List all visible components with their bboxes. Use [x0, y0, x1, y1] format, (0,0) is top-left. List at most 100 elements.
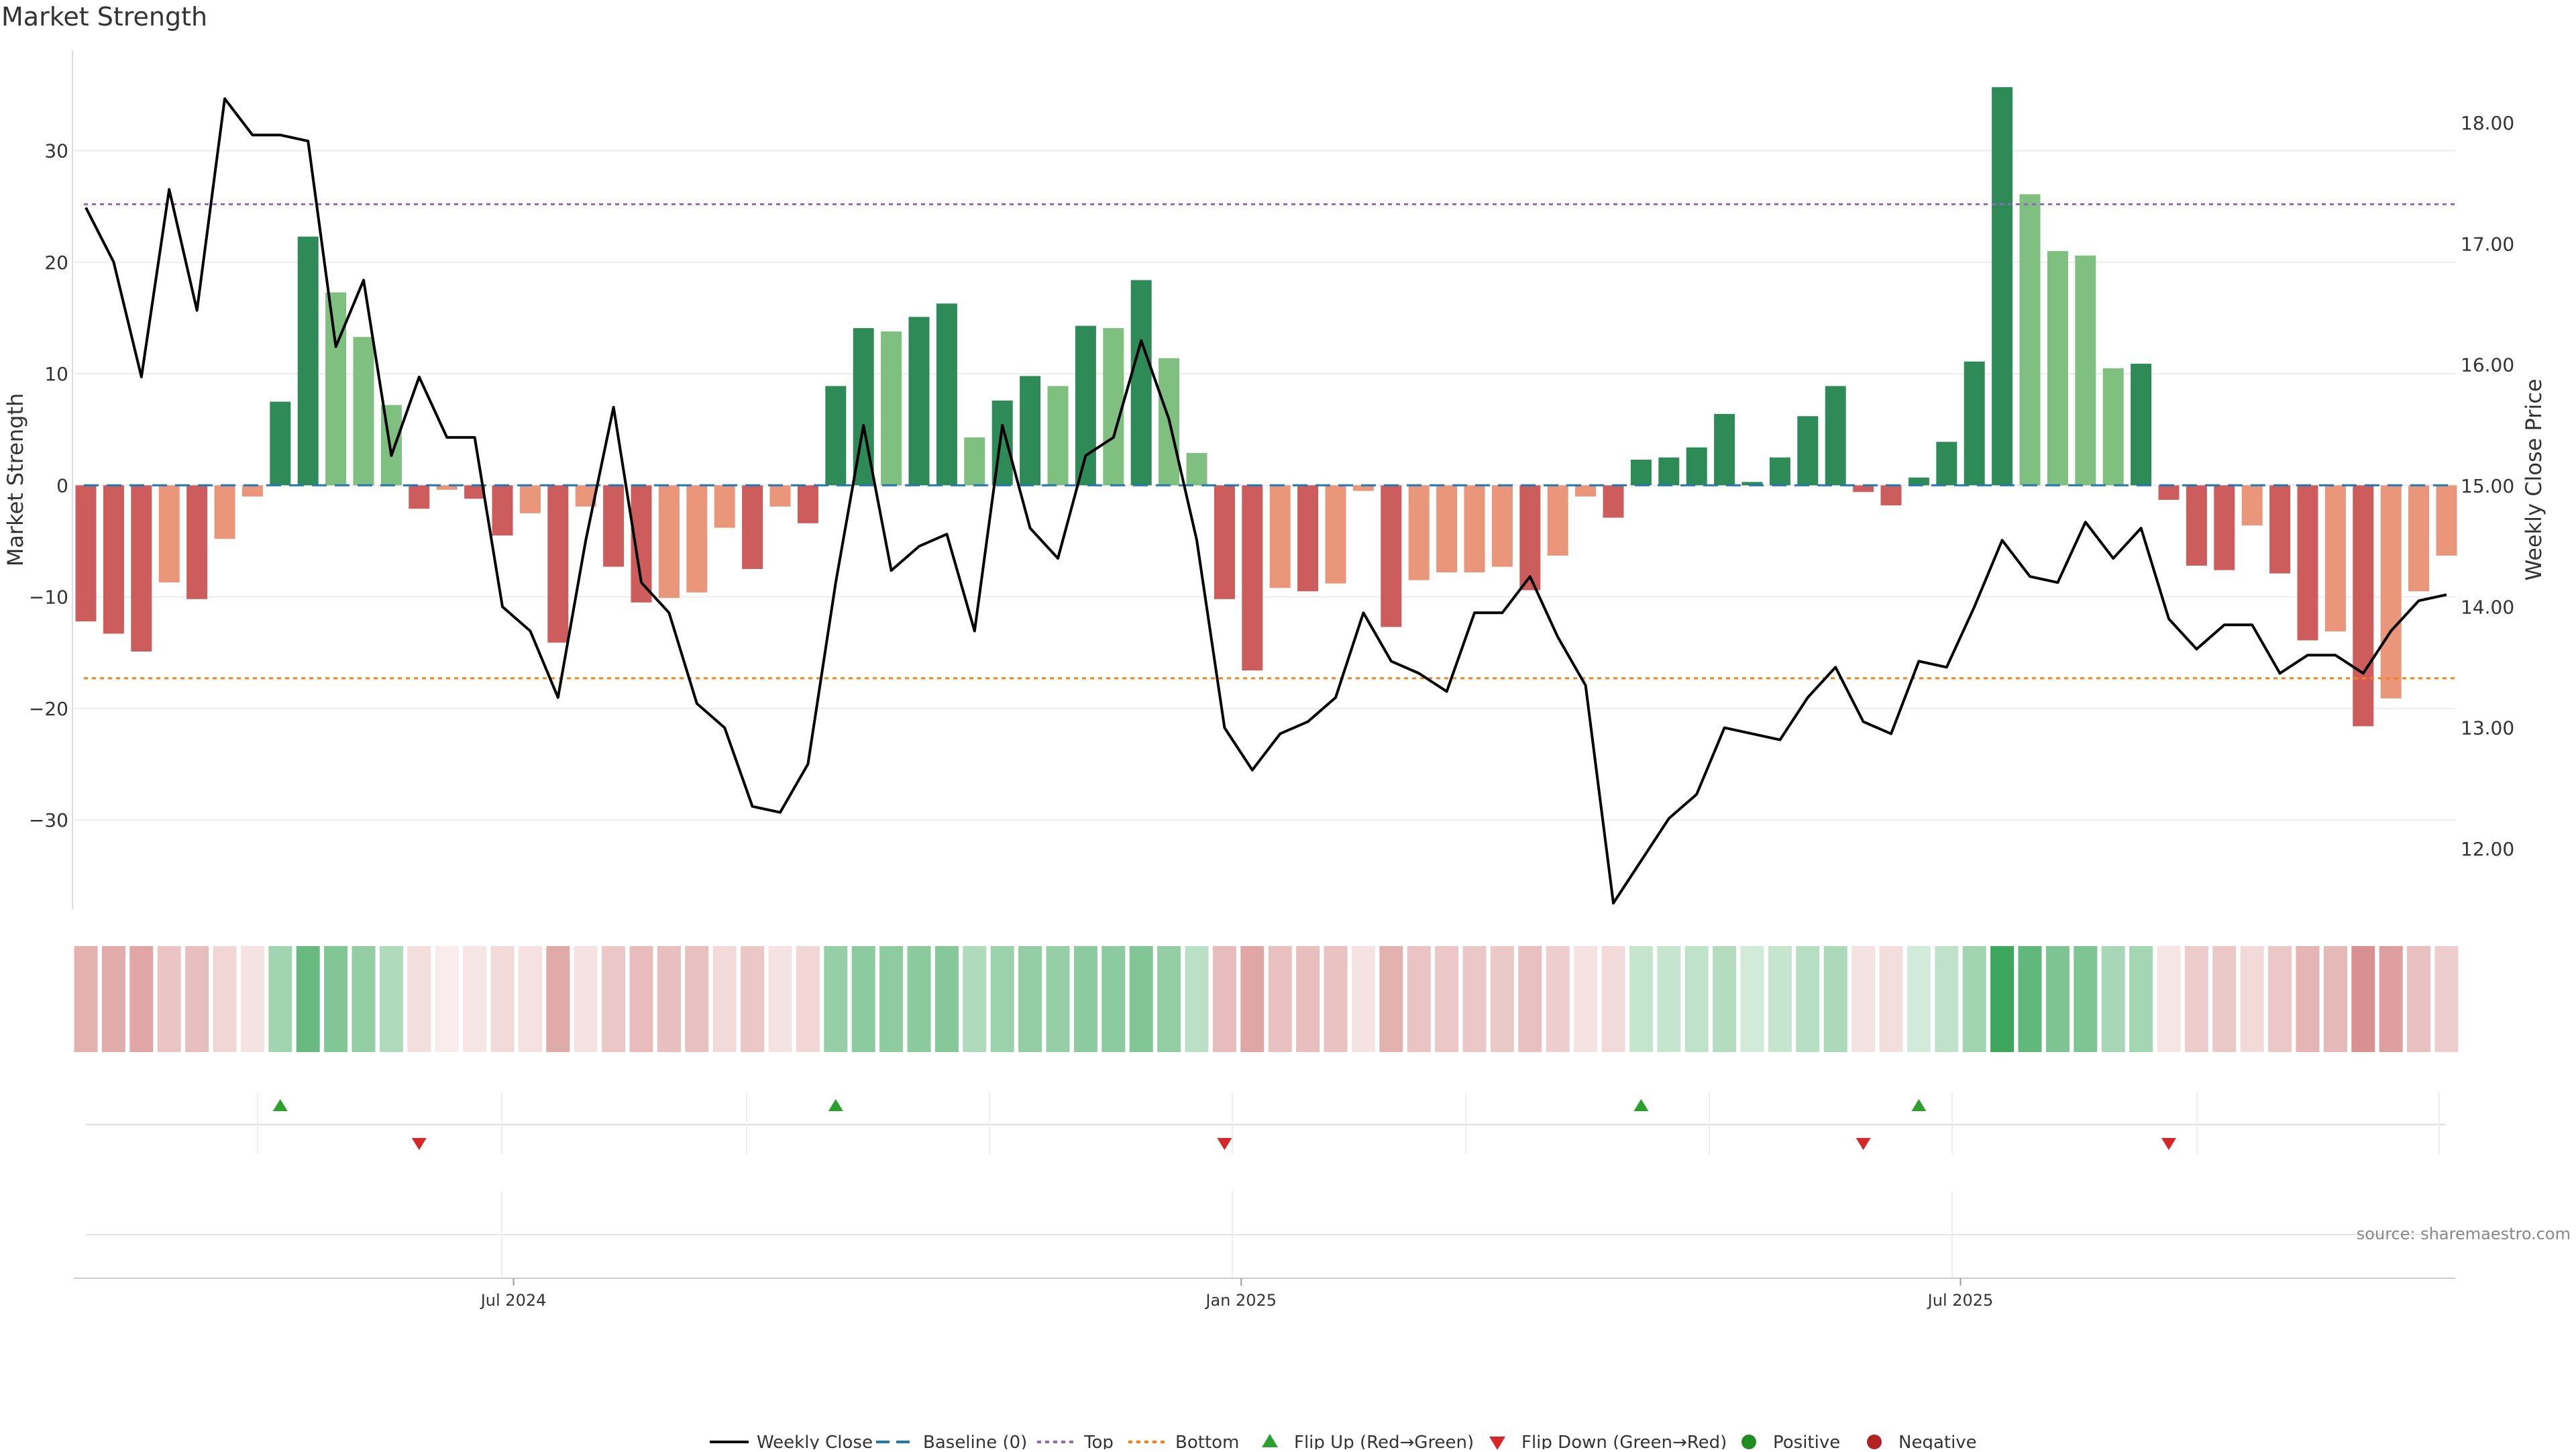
legend-label-weekly-close: Weekly Close	[757, 1433, 873, 1449]
heatmap-cell	[574, 946, 598, 1052]
strength-bar	[1880, 485, 1902, 506]
strength-bar	[769, 485, 791, 507]
heatmap-cell	[824, 946, 848, 1052]
heatmap-cell	[2323, 946, 2347, 1052]
strength-bar	[1103, 327, 1124, 486]
heatmap-cell	[296, 946, 320, 1052]
heatmap-cell	[629, 946, 653, 1052]
heatmap-cell	[1684, 946, 1709, 1052]
strength-bar	[270, 401, 291, 486]
strength-bar	[1964, 361, 1985, 486]
strength-bar	[241, 485, 263, 497]
strength-bar	[2075, 255, 2096, 486]
heatmap-cell	[1407, 946, 1431, 1052]
heatmap-cell	[1796, 946, 1820, 1052]
x-tick-label: Jan 2025	[1204, 1291, 1277, 1310]
strength-bar	[2269, 485, 2291, 574]
flip-down-marker	[2161, 1138, 2176, 1150]
heatmap-cell	[435, 946, 459, 1052]
heatmap-cell	[240, 946, 264, 1052]
strength-bar	[1020, 376, 1041, 486]
heatmap-cell	[518, 946, 542, 1052]
strength-bar	[825, 386, 847, 486]
flip-down-marker	[1856, 1138, 1871, 1150]
heatmap-cell	[1268, 946, 1292, 1052]
strength-bar	[1491, 485, 1513, 567]
heatmap-cell	[1324, 946, 1348, 1052]
strength-bar	[1547, 485, 1568, 556]
heatmap-cell	[1046, 946, 1070, 1052]
heatmap-cell	[268, 946, 292, 1052]
strength-bar	[2324, 485, 2346, 632]
strength-bar	[1352, 485, 1374, 491]
heatmap-cell	[129, 946, 154, 1052]
heatmap-cell	[1185, 946, 1209, 1052]
heatmap-cell	[2434, 946, 2459, 1052]
heatmap-cell	[1879, 946, 1903, 1052]
strength-bar	[2436, 485, 2457, 556]
left-tick-label: −20	[29, 698, 68, 720]
strength-bar	[1242, 485, 1263, 671]
heatmap-cell	[1351, 946, 1375, 1052]
strength-bar	[2380, 485, 2402, 698]
source-note: source: sharemaestro.com	[2357, 1225, 2571, 1243]
x-tick-label: Jul 2024	[480, 1291, 547, 1310]
heatmap-cell	[2045, 946, 2070, 1052]
heatmap-cell	[879, 946, 904, 1052]
strength-bar	[881, 331, 902, 486]
strength-bar	[2408, 485, 2430, 592]
heatmap-cell	[1102, 946, 1126, 1052]
strength-bar	[297, 236, 319, 486]
heatmap-cell	[796, 946, 820, 1052]
strength-bar	[409, 485, 430, 509]
right-tick-label: 16.00	[2461, 354, 2514, 376]
heatmap-cell	[2351, 946, 2375, 1052]
strength-bar	[2102, 368, 2124, 486]
heatmap-cell	[1212, 946, 1236, 1052]
x-tick-label: Jul 2025	[1927, 1291, 1994, 1310]
heatmap-cell	[379, 946, 403, 1052]
strength-bar	[603, 485, 625, 567]
heatmap-cell	[1574, 946, 1598, 1052]
heatmap-cell	[907, 946, 931, 1052]
strength-bar	[2047, 251, 2068, 486]
heatmap-cell	[934, 946, 959, 1052]
heatmap-cell	[1962, 946, 1986, 1052]
weekly-close-line	[85, 97, 2447, 904]
legend: Weekly Close Baseline (0) Top Bottom Flip Up…	[710, 1433, 1977, 1452]
legend-label-flip-up: Flip Up (Red→Green)	[1294, 1433, 1474, 1449]
heatmap-cell	[1018, 946, 1042, 1052]
strength-bar	[2214, 485, 2235, 570]
right-tick-label: 17.00	[2461, 233, 2514, 255]
strength-bar	[2186, 485, 2207, 566]
left-tick-label: 30	[44, 140, 68, 162]
heatmap-cell	[1629, 946, 1653, 1052]
heatmap-cell	[741, 946, 765, 1052]
legend-swatch-positive	[1741, 1435, 1756, 1449]
strength-bar	[1408, 485, 1430, 580]
strength-bar	[519, 485, 541, 513]
heatmap-cell	[2074, 946, 2098, 1052]
heatmap-cell	[1157, 946, 1181, 1052]
axes: 30 20 10 0 −10 −20 −30 18.00 17.00 16.00 15.00 14.0…	[3, 50, 2546, 909]
strength-bar	[1325, 485, 1346, 584]
flip-down-marker	[411, 1138, 427, 1150]
heatmap-cell	[1435, 946, 1459, 1052]
heatmap-cell	[1768, 946, 1792, 1052]
left-tick-label: −30	[29, 809, 68, 831]
strength-bar	[1464, 485, 1485, 572]
flip-up-marker	[1911, 1099, 1927, 1111]
heatmap-cell	[352, 946, 376, 1052]
strength-bar	[1269, 485, 1291, 588]
heatmap-cell	[990, 946, 1014, 1052]
strength-bar	[1047, 386, 1069, 486]
heatmap-cell	[2101, 946, 2125, 1052]
strength-heatmap	[74, 946, 2459, 1052]
flip-markers-panel	[86, 1092, 2445, 1278]
heatmap-cell	[101, 946, 125, 1052]
heatmap-cell	[74, 946, 98, 1052]
legend-label-baseline: Baseline (0)	[923, 1433, 1027, 1449]
strength-bar	[1686, 447, 1707, 486]
strength-bar	[353, 337, 374, 486]
heatmap-cell	[2240, 946, 2264, 1052]
